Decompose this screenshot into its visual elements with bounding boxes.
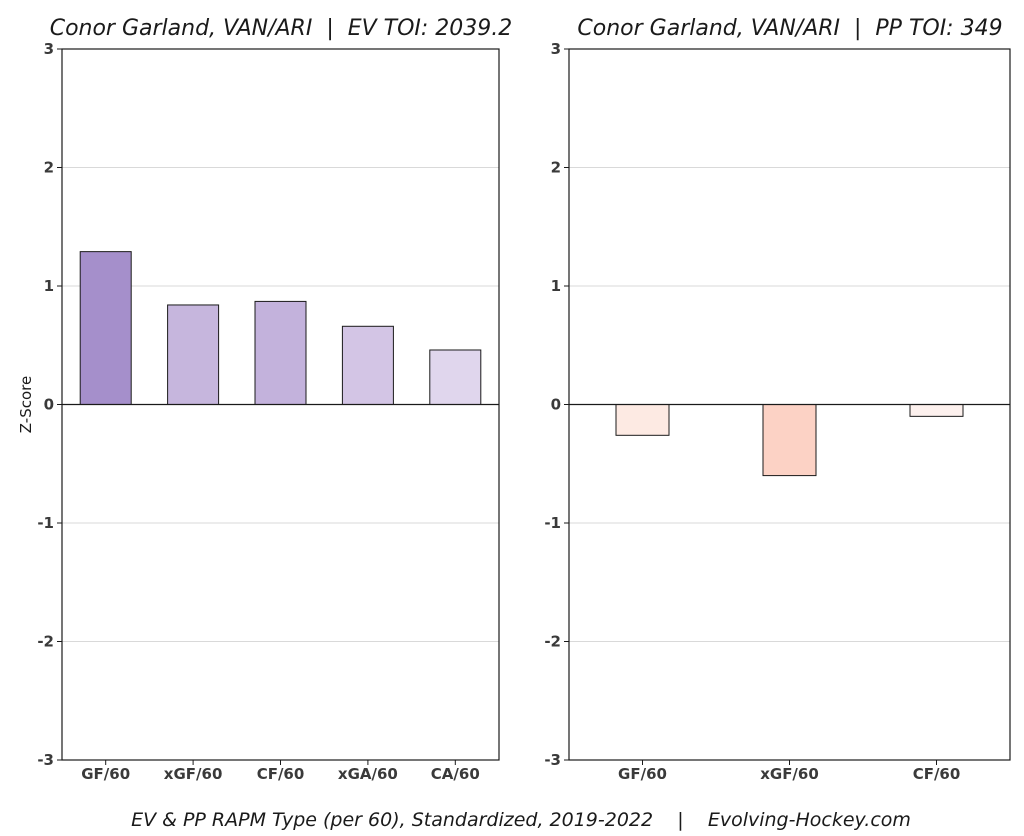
pp-x-ticks: GF/60 xGF/60 CF/60	[618, 760, 960, 783]
ev-x-tick-label: CF/60	[257, 765, 305, 783]
pp-y-tick-label: 3	[551, 40, 561, 58]
pp-gridlines	[569, 167, 1010, 642]
pp-bar-cf-per-60	[909, 404, 964, 417]
pp-bars	[615, 404, 964, 477]
ev-x-tick-label: GF/60	[81, 765, 130, 783]
ev-y-tick-label: -3	[37, 751, 54, 769]
pp-x-tick-label: CF/60	[913, 765, 961, 783]
ev-y-tick-label: 1	[44, 277, 54, 295]
ev-x-ticks: GF/60 xGF/60 CF/60 xGA/60 CA/60	[81, 760, 480, 783]
pp-y-tick-label: -3	[544, 751, 561, 769]
ev-bars	[79, 251, 482, 406]
ev-x-tick-label: CA/60	[431, 765, 480, 783]
ev-chart-panel: Conor Garland, VAN/ARI | EV TOI: 2039.2 …	[17, 16, 512, 783]
ev-x-tick-label: xGF/60	[164, 765, 223, 783]
ev-y-tick-label: -1	[37, 514, 54, 532]
ev-gridlines	[62, 167, 499, 642]
ev-chart-title: Conor Garland, VAN/ARI | EV TOI: 2039.2	[50, 16, 513, 41]
ev-y-tick-label: 0	[44, 396, 54, 414]
ev-bar-xga-per-60	[341, 325, 394, 406]
pp-y-tick-label: -2	[544, 633, 561, 651]
ev-x-tick-label: xGA/60	[338, 765, 398, 783]
pp-x-tick-label: GF/60	[618, 765, 667, 783]
pp-y-tick-label: 2	[551, 159, 561, 177]
ev-bar-ca-per-60	[429, 349, 482, 405]
figure-footer: EV & PP RAPM Type (per 60), Standardized…	[131, 809, 911, 831]
pp-chart-title: Conor Garland, VAN/ARI | PP TOI: 349	[577, 16, 1002, 41]
ev-bar-xgf-per-60	[167, 304, 220, 405]
pp-bar-xgf-per-60	[762, 404, 817, 477]
ev-bar-gf-per-60	[79, 251, 132, 405]
pp-y-ticks: -3 -2 -1 0 1 2 3	[544, 40, 569, 769]
ev-bar-cf-per-60	[254, 300, 307, 405]
pp-y-tick-label: 1	[551, 277, 561, 295]
ev-y-ticks: -3 -2 -1 0 1 2 3	[37, 40, 62, 769]
pp-y-tick-label: 0	[551, 396, 561, 414]
ev-y-tick-label: -2	[37, 633, 54, 651]
ev-y-axis-label: Z-Score	[17, 376, 35, 433]
pp-y-tick-label: -1	[544, 514, 561, 532]
pp-bar-gf-per-60	[615, 404, 670, 436]
ev-y-tick-label: 2	[44, 159, 54, 177]
ev-y-tick-label: 3	[44, 40, 54, 58]
pp-chart-panel: Conor Garland, VAN/ARI | PP TOI: 349 -3-…	[544, 16, 1011, 783]
pp-x-tick-label: xGF/60	[760, 765, 819, 783]
